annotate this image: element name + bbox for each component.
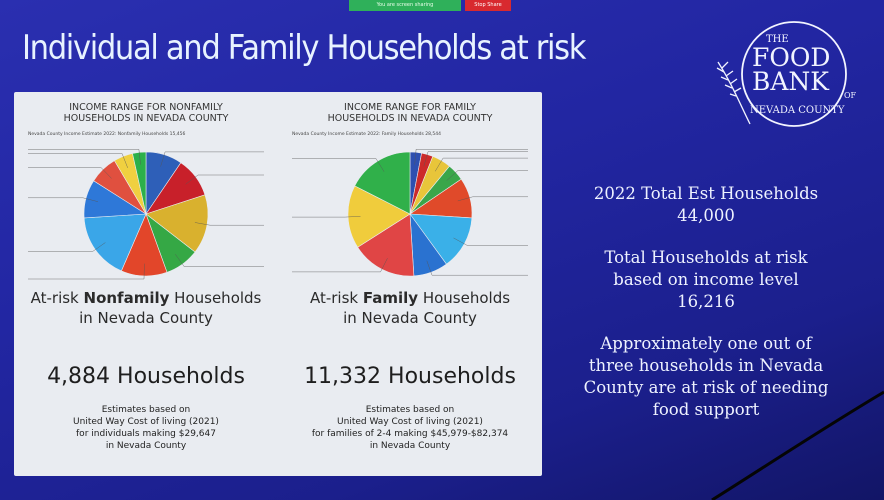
nonfamily-note-line2: United Way Cost of living (2021) xyxy=(73,417,219,427)
pie-leader-line xyxy=(292,158,385,172)
family-note-line4: in Nevada County xyxy=(369,441,451,451)
pie-leader-line xyxy=(160,151,264,167)
pie-leader-line xyxy=(426,260,528,276)
pie-leader-line xyxy=(292,216,361,218)
logo-text-bank: BANK xyxy=(752,67,830,96)
pie-leader-line xyxy=(28,242,106,252)
nonfamily-chart-title: INCOME RANGE FOR NONFAMILY HOUSEHOLDS IN… xyxy=(14,102,278,124)
family-chart-subtitle: Nevada County Income Estimate 2022: Fami… xyxy=(292,132,441,137)
family-note-line2: United Way Cost of living (2021) xyxy=(337,417,483,427)
family-chart-title: INCOME RANGE FOR FAMILY HOUSEHOLDS IN NE… xyxy=(278,102,542,124)
nonfamily-note-line3: for individuals making $29,647 xyxy=(76,429,216,439)
nonfamily-atrisk-suffix: Households xyxy=(169,289,262,307)
approx-line1: Approximately one out of xyxy=(600,334,812,353)
approx-line2: three households in Nevada xyxy=(588,356,824,375)
at-risk-label-line2: based on income level xyxy=(613,270,799,289)
pie-leader-line xyxy=(423,151,528,167)
family-atrisk-line2: in Nevada County xyxy=(343,309,477,327)
at-risk-label-line1: Total Households at risk xyxy=(604,248,808,267)
nonfamily-estimate-note: Estimates based on United Way Cost of li… xyxy=(14,404,278,452)
approx-line4: food support xyxy=(652,400,760,419)
total-households-value: 44,000 xyxy=(677,206,735,225)
at-risk-value: 16,216 xyxy=(677,292,735,311)
pie-leader-line xyxy=(175,253,264,267)
logo-ring xyxy=(741,21,847,127)
family-estimate-note: Estimates based on United Way Cost of li… xyxy=(278,404,542,452)
pie-leader-line xyxy=(446,170,528,181)
family-pie-chart xyxy=(292,149,528,277)
nonfamily-atrisk-label: At-risk Nonfamily Households in Nevada C… xyxy=(14,288,278,328)
screen-share-bar: You are screen sharing Stop Share xyxy=(349,0,511,11)
food-bank-logo: THE FOOD BANK OF NEVADA COUNTY xyxy=(716,21,857,127)
nonfamily-atrisk-line2: in Nevada County xyxy=(79,309,213,327)
nonfamily-chart-block: INCOME RANGE FOR NONFAMILY HOUSEHOLDS IN… xyxy=(14,92,278,476)
nonfamily-pie-chart xyxy=(28,149,264,280)
nonfamily-atrisk-prefix: At-risk xyxy=(30,289,84,307)
family-household-count: 11,332 Households xyxy=(304,364,516,389)
pie-leader-line xyxy=(453,237,528,246)
nonfamily-chart-subtitle: Nevada County Income Estimate 2022: Nonf… xyxy=(28,132,186,137)
nonfamily-note-line4: in Nevada County xyxy=(105,441,187,451)
logo-text-of: OF xyxy=(844,91,857,100)
wheat-stalk-icon xyxy=(716,61,751,125)
nonfamily-atrisk-bold: Nonfamily xyxy=(83,289,170,307)
pie-leader-line xyxy=(457,196,528,202)
family-note-line1: Estimates based on xyxy=(365,405,455,415)
household-stats: 2022 Total Est Households 44,000 Total H… xyxy=(556,183,856,421)
family-atrisk-suffix: Households xyxy=(418,289,511,307)
screen-share-status: You are screen sharing xyxy=(349,0,461,11)
pie-leader-line xyxy=(28,263,145,280)
pie-leader-line xyxy=(28,197,99,202)
family-chart-title-line2: HOUSEHOLDS IN NEVADA COUNTY xyxy=(327,113,493,124)
total-households-label: 2022 Total Est Households xyxy=(593,184,819,203)
slide-title: Individual and Family Households at risk xyxy=(22,28,586,68)
nonfamily-household-count: 4,884 Households xyxy=(47,364,245,389)
pie-leader-line xyxy=(185,174,264,185)
nonfamily-note-line1: Estimates based on xyxy=(101,405,191,415)
nonfamily-chart-title-line1: INCOME RANGE FOR NONFAMILY xyxy=(69,102,223,113)
pie-leader-line xyxy=(292,258,388,273)
pie-leader-line xyxy=(28,153,128,168)
pie-leader-line xyxy=(28,167,112,179)
charts-panel: INCOME RANGE FOR NONFAMILY HOUSEHOLDS IN… xyxy=(14,92,542,476)
logo-text-nevada-county: NEVADA COUNTY xyxy=(750,105,845,116)
pie-leader-line xyxy=(414,149,528,165)
nonfamily-chart-title-line2: HOUSEHOLDS IN NEVADA COUNTY xyxy=(63,113,229,124)
logo-text-food: FOOD xyxy=(752,43,830,72)
family-atrisk-bold: Family xyxy=(362,289,419,307)
approx-line3: County are at risk of needing xyxy=(583,378,829,397)
family-chart-title-line1: INCOME RANGE FOR FAMILY xyxy=(344,102,476,113)
pie-leader-line xyxy=(435,157,528,172)
family-atrisk-label: At-risk Family Households in Nevada Coun… xyxy=(278,288,542,328)
family-atrisk-prefix: At-risk xyxy=(309,289,363,307)
pie-leader-line xyxy=(194,222,264,226)
family-chart-block: INCOME RANGE FOR FAMILY HOUSEHOLDS IN NE… xyxy=(278,92,542,476)
family-note-line3: for families of 2-4 making $45,979-$82,3… xyxy=(311,429,509,439)
pie-leader-line xyxy=(28,149,141,165)
logo-text-the: THE xyxy=(766,34,789,45)
stop-share-button[interactable]: Stop Share xyxy=(465,0,511,11)
